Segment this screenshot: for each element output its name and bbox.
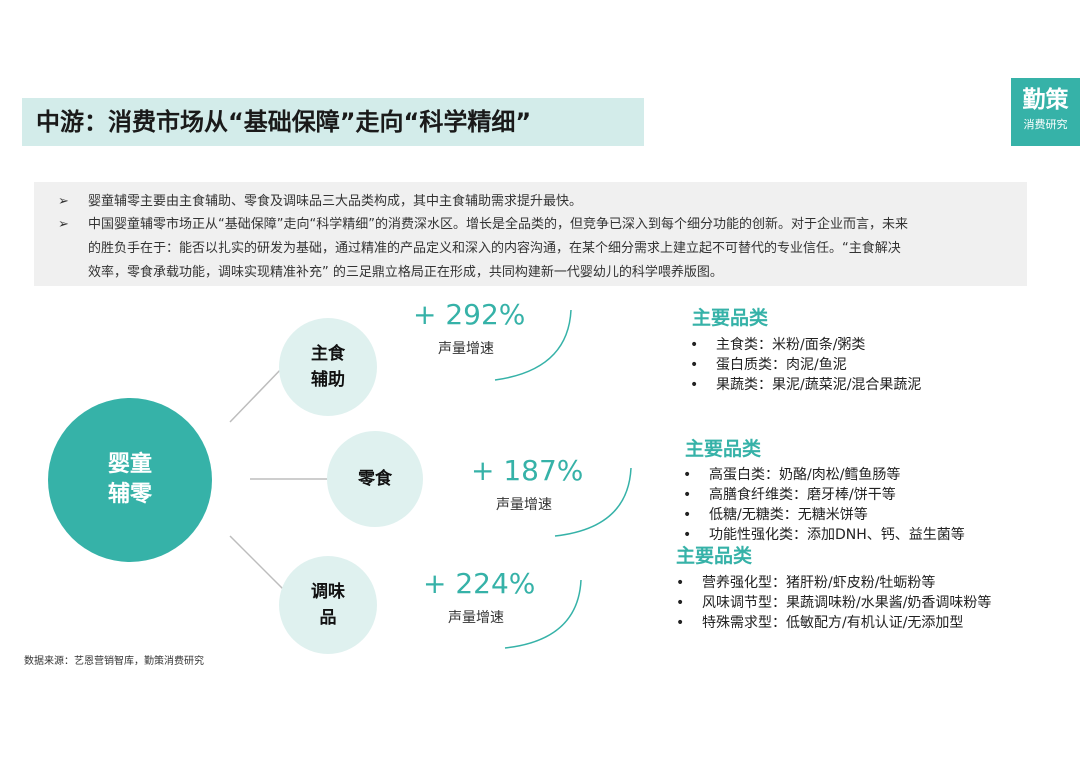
snack-growth: + 187% bbox=[471, 454, 584, 487]
seasoning-growth: + 224% bbox=[423, 567, 536, 600]
data-source: 数据来源：艺恩营销智库，勤策消费研究 bbox=[24, 656, 204, 667]
seasoning-categories-heading: 主要品类 bbox=[676, 545, 753, 567]
list-item-text: 主食类：米粉/面条/粥类 bbox=[716, 337, 866, 353]
bullet-dot: • bbox=[683, 527, 692, 543]
seasoning-categories-list: • 营养强化型：猪肝粉/虾皮粉/牡蛎粉等 • 风味调节型：果蔬调味粉/水果酱/奶香调… bbox=[676, 573, 991, 633]
staple-line-1: 主食 bbox=[311, 344, 345, 364]
staple-circle: 主食 辅助 bbox=[279, 318, 377, 416]
brand-name: 勤策 bbox=[1022, 86, 1069, 113]
list-item-text: 高蛋白类：奶酪/肉松/鳕鱼肠等 bbox=[709, 467, 901, 483]
list-item: • 主食类：米粉/面条/粥类 bbox=[690, 335, 921, 355]
connector-staple bbox=[229, 365, 285, 423]
bullet-dot: • bbox=[683, 467, 692, 483]
snack-categories-heading: 主要品类 bbox=[685, 438, 762, 460]
list-item-text: 蛋白质类：肉泥/鱼泥 bbox=[716, 357, 847, 373]
summary-line-2: 中国婴童辅零市场正从“基础保障”走向“科学精细”的消费深水区。增长是全品类的，但… bbox=[88, 217, 908, 232]
list-item: • 低糖/无糖类：无糖米饼等 bbox=[683, 505, 965, 525]
list-item: • 高蛋白类：奶酪/肉松/鳕鱼肠等 bbox=[683, 465, 965, 485]
list-item-text: 功能性强化类：添加DNH、钙、益生菌等 bbox=[709, 527, 965, 543]
page-title: 中游：消费市场从“基础保障”走向“科学精细” bbox=[36, 108, 532, 136]
bullet-dot: • bbox=[676, 595, 685, 611]
list-item-text: 低糖/无糖类：无糖米饼等 bbox=[709, 507, 868, 523]
seasoning-growth-label: 声量增速 bbox=[448, 610, 504, 626]
snack-categories-list: • 高蛋白类：奶酪/肉松/鳕鱼肠等 • 高膳食纤维类：磨牙棒/饼干等 • 低糖/无糖类… bbox=[683, 465, 965, 545]
summary-line-3: 的胜负手在于：能否以扎实的研发为基础，通过精准的产品定义和深入的内容沟通，在某个… bbox=[88, 241, 901, 256]
brand-logo: 勤策 消费研究 bbox=[1011, 78, 1080, 146]
bullet-dot: • bbox=[676, 575, 685, 591]
staple-growth-label: 声量增速 bbox=[438, 341, 494, 357]
bullet-dot: • bbox=[690, 377, 699, 393]
list-item-text: 高膳食纤维类：磨牙棒/饼干等 bbox=[709, 487, 896, 503]
staple-growth: + 292% bbox=[413, 298, 526, 331]
arc-staple bbox=[494, 309, 572, 381]
list-item: • 特殊需求型：低敏配方/有机认证/无添加型 bbox=[676, 613, 991, 633]
list-item: • 蛋白质类：肉泥/鱼泥 bbox=[690, 355, 921, 375]
summary-line-1: 婴童辅零主要由主食辅助、零食及调味品三大品类构成，其中主食辅助需求提升最快。 bbox=[88, 194, 583, 209]
summary-bullet-2: ➢ bbox=[58, 217, 69, 232]
arc-seasoning bbox=[504, 579, 582, 649]
staple-categories-list: • 主食类：米粉/面条/粥类 • 蛋白质类：肉泥/鱼泥 • 果蔬类：果泥/蔬菜泥/混合… bbox=[690, 335, 921, 395]
bullet-dot: • bbox=[683, 487, 692, 503]
staple-line-2: 辅助 bbox=[311, 370, 345, 390]
brand-sub: 消费研究 bbox=[1023, 118, 1068, 131]
list-item-text: 特殊需求型：低敏配方/有机认证/无添加型 bbox=[702, 615, 964, 631]
list-item: • 功能性强化类：添加DNH、钙、益生菌等 bbox=[683, 525, 965, 545]
arc-snack bbox=[554, 467, 632, 537]
center-line-2: 辅零 bbox=[107, 482, 152, 507]
list-item-text: 风味调节型：果蔬调味粉/水果酱/奶香调味粉等 bbox=[702, 595, 992, 611]
bullet-dot: • bbox=[690, 337, 699, 353]
bullet-dot: • bbox=[676, 615, 685, 631]
connector-seasoning bbox=[229, 535, 285, 591]
center-line-1: 婴童 bbox=[107, 452, 152, 477]
summary-line-4: 效率，零食承载功能，调味实现精准补充” 的三足鼎立格局正在形成，共同构建新一代婴… bbox=[88, 265, 723, 280]
snack-line-1: 零食 bbox=[358, 469, 392, 489]
list-item: • 营养强化型：猪肝粉/虾皮粉/牡蛎粉等 bbox=[676, 573, 991, 593]
list-item: • 果蔬类：果泥/蔬菜泥/混合果蔬泥 bbox=[690, 375, 921, 395]
summary-bullet-1: ➢ bbox=[58, 194, 69, 209]
seasoning-circle: 调味 品 bbox=[279, 556, 377, 654]
bullet-dot: • bbox=[683, 507, 692, 523]
center-circle: 婴童 辅零 bbox=[48, 398, 212, 562]
seasoning-line-1: 调味 bbox=[311, 582, 345, 602]
title-bar bbox=[22, 98, 644, 146]
list-item-text: 营养强化型：猪肝粉/虾皮粉/牡蛎粉等 bbox=[702, 575, 936, 591]
bullet-dot: • bbox=[690, 357, 699, 373]
summary-box bbox=[34, 182, 1027, 286]
snack-circle: 零食 bbox=[327, 431, 423, 527]
snack-growth-label: 声量增速 bbox=[496, 497, 552, 513]
list-item: • 风味调节型：果蔬调味粉/水果酱/奶香调味粉等 bbox=[676, 593, 991, 613]
seasoning-line-2: 品 bbox=[319, 608, 337, 628]
list-item: • 高膳食纤维类：磨牙棒/饼干等 bbox=[683, 485, 965, 505]
list-item-text: 果蔬类：果泥/蔬菜泥/混合果蔬泥 bbox=[716, 377, 922, 393]
staple-categories-heading: 主要品类 bbox=[692, 307, 769, 329]
